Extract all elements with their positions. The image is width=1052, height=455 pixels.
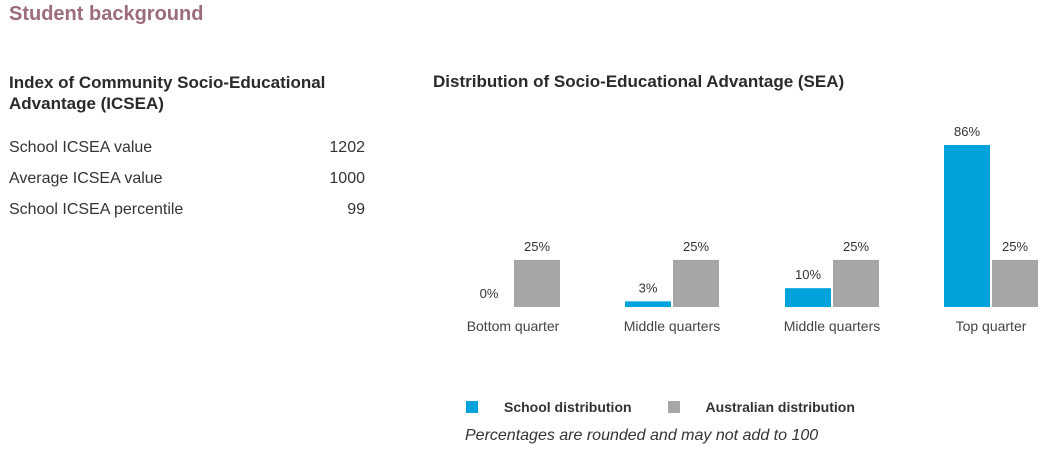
icsea-row-label: Average ICSEA value: [9, 170, 163, 187]
rounding-note: Percentages are rounded and may not add …: [465, 427, 819, 444]
data-label-australia-3: 25%: [1002, 239, 1028, 254]
bar-australia-3: [992, 259, 1038, 307]
icsea-table: School ICSEA value 1202 Average ICSEA va…: [9, 136, 365, 229]
icsea-heading: Index of Community Socio-Educational Adv…: [9, 73, 326, 113]
icsea-row-label: School ICSEA value: [9, 139, 153, 156]
legend-swatch-australia: [667, 401, 680, 413]
bar-australia-0: [514, 259, 560, 307]
legend-label-school: School distribution: [504, 399, 632, 415]
data-label-australia-1: 25%: [683, 239, 709, 254]
bar-australia-2: [833, 259, 879, 307]
icsea-row-percentile: School ICSEA percentile 99: [9, 198, 365, 229]
bar-school-2: [785, 288, 831, 307]
legend-item-school: School distribution: [466, 399, 632, 415]
chart-title: Distribution of Socio-Educational Advant…: [433, 72, 845, 91]
chart-legend: School distribution Australian distribut…: [466, 399, 891, 415]
icsea-row-school-value: School ICSEA value 1202: [9, 136, 365, 167]
section-title: Student background: [9, 3, 204, 25]
category-label-2: Middle quarters: [784, 318, 881, 334]
icsea-row-value: 99: [347, 201, 365, 218]
category-label-3: Top quarter: [956, 318, 1027, 334]
icsea-row-value: 1202: [329, 139, 365, 156]
data-label-school-2: 10%: [795, 267, 821, 282]
icsea-row-average-value: Average ICSEA value 1000: [9, 167, 365, 198]
bar-australia-1: [673, 259, 719, 307]
data-label-school-3: 86%: [954, 124, 980, 139]
data-label-australia-2: 25%: [843, 239, 869, 254]
bar-school-1: [625, 301, 671, 307]
icsea-row-label: School ICSEA percentile: [9, 201, 184, 218]
legend-label-australia: Australian distribution: [705, 399, 855, 415]
legend-swatch-school: [466, 401, 478, 413]
category-label-1: Middle quarters: [624, 318, 721, 334]
data-label-australia-0: 25%: [524, 239, 550, 254]
sea-bar-chart: 0% 25% Bottom quarter 3% 25% Middle quarters 1…: [467, 124, 1038, 334]
icsea-row-value: 1000: [329, 170, 365, 187]
data-label-school-0: 0%: [480, 286, 499, 301]
data-label-school-1: 3%: [639, 280, 658, 295]
bar-school-3: [944, 145, 990, 307]
category-label-0: Bottom quarter: [467, 318, 560, 334]
legend-item-australia: Australian distribution: [667, 399, 855, 415]
